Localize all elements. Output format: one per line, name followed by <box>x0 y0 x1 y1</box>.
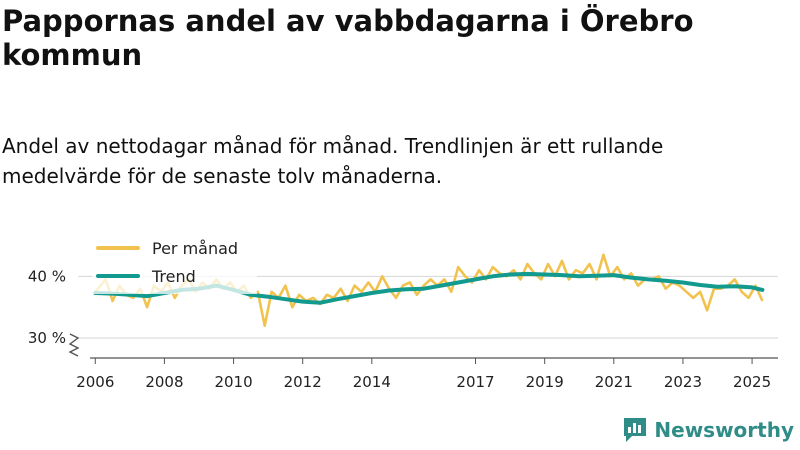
x-tick-label: 2010 <box>214 373 252 391</box>
x-tick-label: 2019 <box>526 373 564 391</box>
axis-layer: 30 % 40 % 2006 2008 2010 2012 2014 2017 2019 2021… <box>28 267 778 391</box>
chart-subtitle: Andel av nettodagar månad för månad. Tre… <box>2 134 664 188</box>
y-tick-label: 40 % <box>28 267 66 285</box>
x-tick-label: 2014 <box>353 373 391 391</box>
y-tick-label: 30 % <box>28 329 66 347</box>
brand-name: Newsworthy <box>654 418 794 442</box>
x-tick-label: 2023 <box>664 373 702 391</box>
legend-label-trend: Trend <box>151 267 196 286</box>
x-tick-label: 2012 <box>284 373 322 391</box>
chart-title: Pappornas andel av vabbdagarna i Örebro … <box>2 4 694 72</box>
legend: Per månad Trend <box>92 236 257 294</box>
x-tick-label: 2017 <box>456 373 494 391</box>
x-tick-label: 2008 <box>145 373 183 391</box>
axis-break-icon <box>68 333 80 357</box>
x-tick-label: 2025 <box>733 373 771 391</box>
legend-background <box>92 236 257 294</box>
x-tick-label: 2021 <box>595 373 633 391</box>
x-tick-label: 2006 <box>76 373 114 391</box>
line-chart: 30 % 40 % 2006 2008 2010 2012 2014 2017 2019 2021… <box>28 236 778 391</box>
legend-label-per-manad: Per månad <box>152 239 238 258</box>
brand-logo: Newsworthy <box>622 416 794 444</box>
newsworthy-logo-icon <box>624 418 647 442</box>
